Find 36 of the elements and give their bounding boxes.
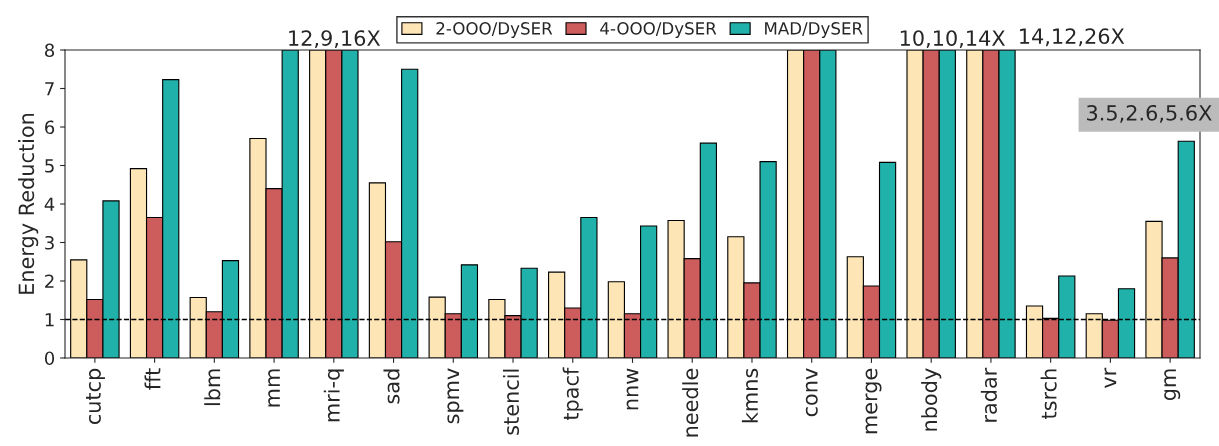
x-tick-label: fft	[144, 368, 161, 390]
annotation: 14,12,26X	[1020, 28, 1125, 47]
x-tick-label: mm	[268, 369, 280, 407]
annotation: 3.5,2.6,5.6X	[1087, 104, 1212, 123]
x-tick-label: tpacf	[562, 367, 583, 421]
y-tick-label: 8	[45, 43, 55, 58]
y-tick-label: 6	[45, 120, 55, 135]
x-tick-label: vr	[1104, 367, 1117, 388]
y-tick-label: 0	[44, 351, 55, 366]
y-tick-label: 2	[45, 274, 54, 288]
legend-label: MAD/DySER	[765, 22, 863, 38]
x-tick-label: radar	[980, 367, 997, 422]
x-tick-label: kmns	[741, 368, 759, 423]
x-tick-label: lbm	[204, 369, 221, 406]
annotation: 12,9,16X	[289, 30, 381, 49]
x-tick-label: stencil	[502, 369, 520, 435]
legend-label: 2-OOO/DySER	[436, 22, 553, 38]
x-tick-label: nbody	[921, 368, 942, 431]
x-tick-label: nnw	[626, 368, 639, 410]
y-axis-title: Energy Reduction	[18, 113, 39, 294]
y-tick-label: 3	[45, 235, 54, 250]
x-tick-label: needle	[682, 368, 699, 437]
y-tick-label: 5	[45, 159, 54, 173]
x-tick-label: gm	[1164, 369, 1181, 401]
x-tick-label: conv	[805, 368, 818, 417]
x-tick-label: spmv	[447, 368, 464, 424]
x-tick-label: merge	[865, 368, 882, 434]
y-tick-label: 7	[45, 82, 54, 96]
x-tick-label: sad	[383, 369, 400, 404]
y-tick-label: 1	[45, 313, 54, 327]
y-tick-label: 4	[44, 197, 55, 211]
x-tick-label: tsrch	[1040, 369, 1057, 419]
x-tick-label: mri-q	[323, 369, 344, 422]
annotation: 10,10,14X	[900, 30, 1005, 49]
x-tick-label: cutcp	[85, 368, 105, 425]
legend-label: 4-OOO/DySER	[600, 22, 717, 38]
